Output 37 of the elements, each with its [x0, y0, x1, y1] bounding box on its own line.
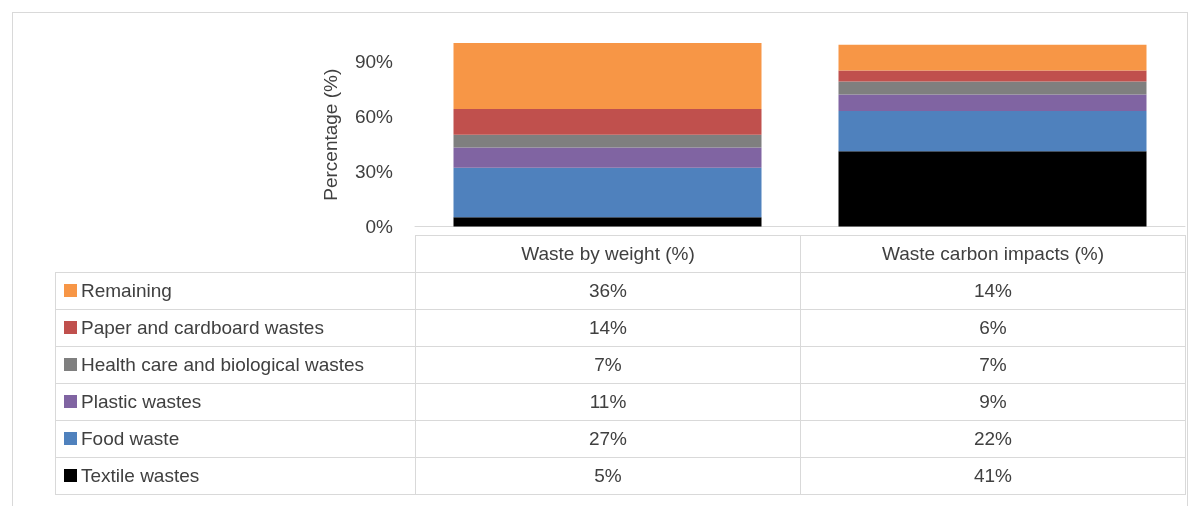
y-tick-label: 30%: [354, 160, 394, 182]
bar: [838, 44, 1147, 71]
bar: [838, 70, 1147, 82]
data-label: 41%: [800, 457, 1186, 495]
data-label: 9%: [800, 383, 1186, 421]
y-tick-label: 90%: [354, 50, 394, 72]
data-label: 36%: [415, 272, 801, 310]
data-label: 22%: [800, 420, 1186, 458]
legend-label: Health care and biological wastes: [55, 346, 416, 384]
data-label: 5%: [415, 457, 801, 495]
data-label: 7%: [800, 346, 1186, 384]
y-tick-label: 60%: [354, 105, 394, 127]
bar: [838, 81, 1147, 95]
y-axis-title: Percentage (%): [320, 68, 341, 201]
data-label: 27%: [415, 420, 801, 458]
legend-label: Plastic wastes: [55, 383, 416, 421]
bar: [838, 94, 1147, 111]
data-label: 6%: [800, 309, 1186, 347]
legend-label: Textile wastes: [55, 457, 416, 495]
bar: [453, 134, 762, 148]
x-tick-label: Waste carbon impacts (%): [800, 235, 1186, 273]
legend-label: Paper and cardboard wastes: [55, 309, 416, 347]
y-tick-label: 0%: [365, 216, 394, 237]
legend-label: Remaining: [55, 272, 416, 310]
bar: [453, 43, 762, 110]
data-label: 7%: [415, 346, 801, 384]
data-label: 14%: [415, 309, 801, 347]
bar: [453, 109, 762, 135]
bar: [453, 167, 762, 218]
bar: [838, 110, 1147, 152]
bar: [453, 147, 762, 168]
data-label: 14%: [800, 272, 1186, 310]
legend-label: Food waste: [55, 420, 416, 458]
data-label: 11%: [415, 383, 801, 421]
bar: [453, 217, 762, 227]
x-tick-label: Waste by weight (%): [415, 235, 801, 273]
bar: [838, 151, 1147, 227]
